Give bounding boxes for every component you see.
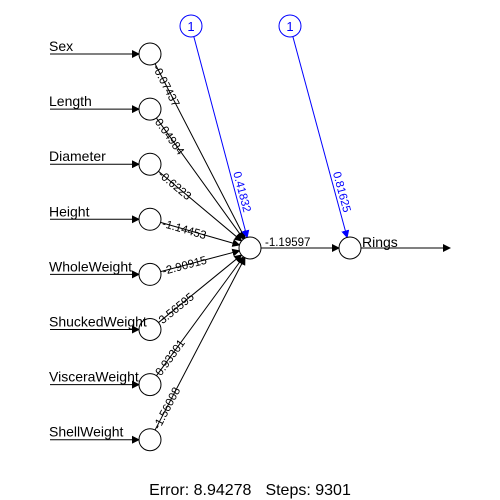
weight-label-visceraweight: 0.93301: [154, 338, 188, 379]
bias-node-2: [278, 14, 302, 38]
error-text: Error: 8.94278: [149, 482, 251, 499]
weight-label-diameter: -0.6223: [155, 169, 193, 203]
footer-stats: Error: 8.94278 Steps: 9301: [149, 482, 351, 499]
edge-sex-to-hidden: [154, 63, 246, 240]
steps-text: Steps: 9301: [265, 482, 351, 499]
input-node-sex: [138, 42, 162, 66]
edge-length-to-hidden: [156, 117, 245, 240]
weight-label-length: 0.04984: [152, 117, 186, 158]
edge-diameter-to-hidden: [158, 170, 243, 242]
input-label-visceraweight: VisceraWeight: [49, 369, 139, 385]
edge-wholeweight-to-hidden: [160, 248, 241, 273]
nodes-layer: [138, 14, 362, 452]
input-node-visceraweight: [138, 373, 162, 397]
edge-visceraweight-to-hidden: [156, 256, 245, 377]
input-label-wholeweight: WholeWeight: [49, 258, 132, 274]
edges-layer: [50, 36, 451, 444]
input-node-diameter: [138, 152, 162, 176]
bias-edge-2: [292, 36, 350, 239]
output-node: [338, 236, 362, 260]
bias-weight-label-1: 0.41832: [230, 171, 252, 214]
input-label-diameter: Diameter: [49, 148, 106, 164]
bias-edge-1: [193, 36, 250, 239]
output-label: Rings: [362, 234, 398, 250]
input-label-shuckedweight: ShuckedWeight: [49, 314, 147, 330]
bias-node-label-2: 1: [286, 19, 293, 34]
bias-weight-label-2: 0.81625: [330, 171, 352, 214]
weight-label-height: -1.14453: [161, 218, 208, 242]
input-label-shellweight: ShellWeight: [49, 424, 124, 440]
edge-shuckedweight-to-hidden: [158, 254, 243, 323]
edge-height-to-hidden: [160, 221, 241, 247]
input-node-length: [138, 97, 162, 121]
input-label-sex: Sex: [49, 38, 73, 54]
weight-label-hidden-output: -1.19597: [265, 237, 310, 249]
weight-label-wholeweight: -2.90915: [161, 255, 208, 278]
input-node-shellweight: [138, 428, 162, 452]
input-node-shuckedweight: [138, 318, 162, 341]
bias-node-label-1: 1: [187, 19, 194, 34]
input-label-height: Height: [49, 203, 90, 219]
weight-label-shuckedweight: 3.56595: [157, 291, 197, 327]
input-node-wholeweight: [138, 262, 162, 286]
hidden-node: [238, 236, 262, 260]
input-label-length: Length: [49, 93, 92, 109]
input-node-height: [138, 207, 162, 231]
bias-node-1: [179, 14, 203, 38]
edge-shellweight-to-hidden: [154, 256, 246, 431]
